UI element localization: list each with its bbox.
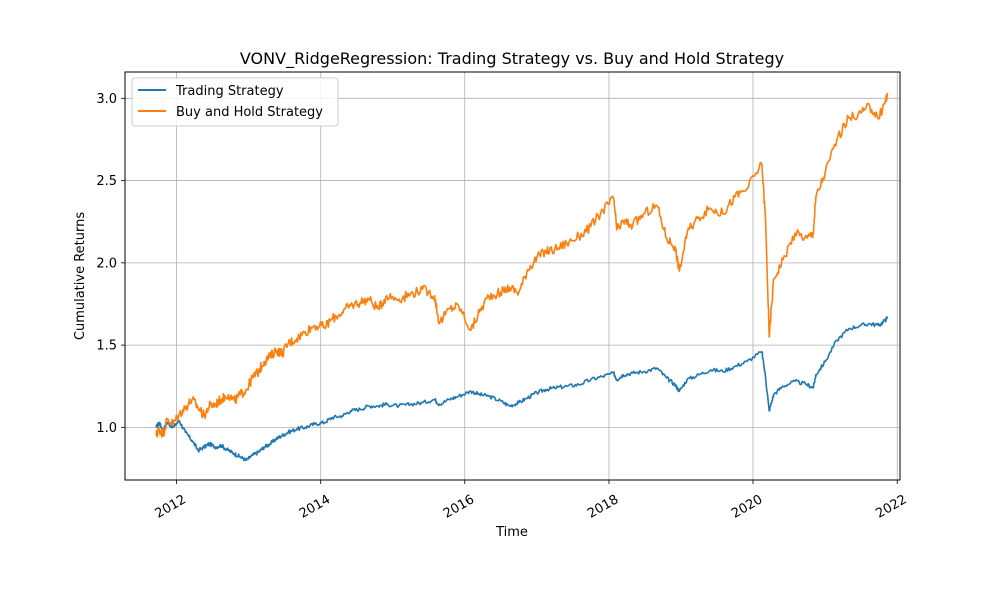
- y-tick-label: 2.0: [96, 256, 117, 271]
- chart-title: VONV_RidgeRegression: Trading Strategy v…: [240, 49, 784, 69]
- gridlines: [125, 72, 900, 480]
- x-axis-label: Time: [495, 525, 528, 540]
- legend-box: [131, 77, 339, 127]
- legend-label: Trading Strategy: [175, 84, 284, 99]
- y-axis-label: Cumulative Returns: [73, 212, 88, 340]
- legend: Trading Strategy Buy and Hold Strategy: [131, 77, 339, 127]
- y-tick-label: 2.5: [96, 174, 117, 189]
- y-tick-label: 1.0: [96, 421, 117, 436]
- legend-label: Buy and Hold Strategy: [176, 105, 323, 120]
- series-line-buy-and-hold-strategy: [155, 92, 889, 438]
- y-tick-label: 1.5: [96, 339, 117, 354]
- series-line-trading-strategy: [155, 316, 889, 462]
- plot-frame: [124, 71, 901, 481]
- y-tick-label: 3.0: [96, 92, 117, 107]
- y-axis-ticks: 1.0 1.5 2.0 2.5 3.0: [96, 92, 125, 436]
- series-layer: [155, 92, 889, 462]
